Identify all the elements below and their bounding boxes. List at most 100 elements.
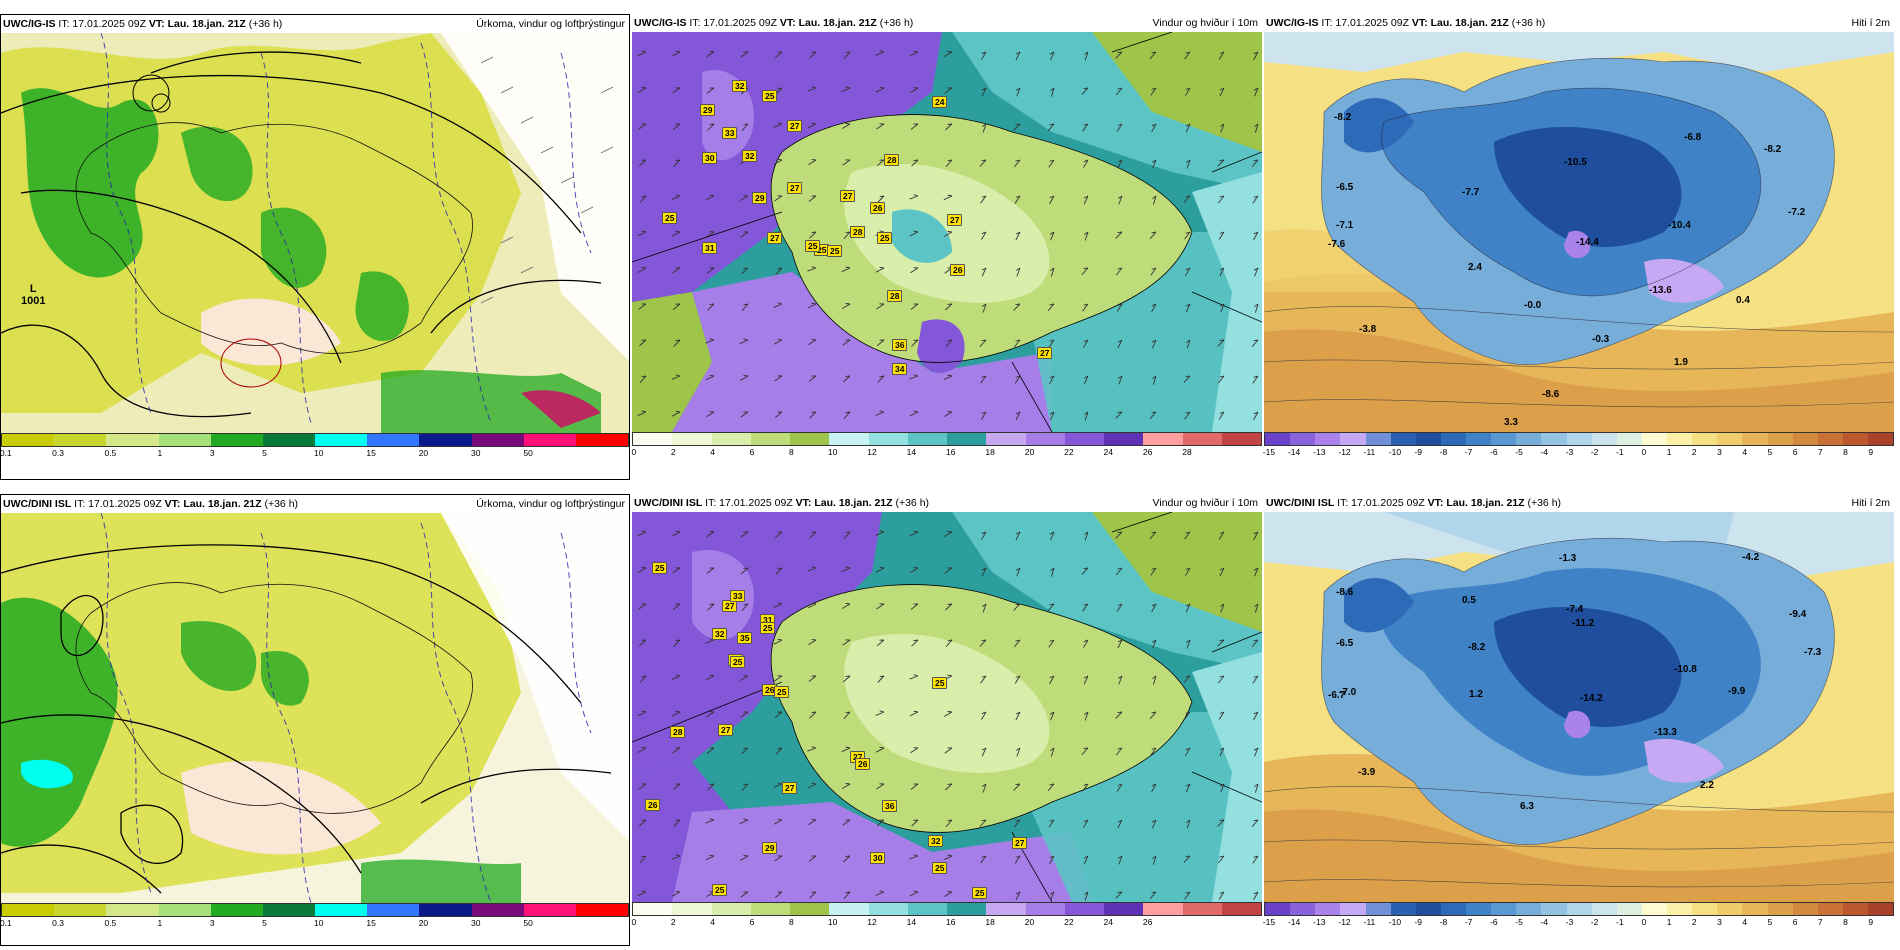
wind-colorbar-swatch	[1221, 433, 1261, 445]
wind-arrow	[1115, 87, 1123, 96]
wind-colorbar-label: 6	[749, 917, 755, 927]
wind-colorbar-label: 2	[670, 917, 676, 927]
wind-arrow	[982, 303, 987, 313]
wind-arrow	[1185, 747, 1191, 756]
temperature-label: -6.7	[1328, 690, 1346, 701]
precip-colorbar-swatch	[575, 904, 629, 916]
temp-colorbar-swatch	[1466, 903, 1492, 915]
wind-colorbar-label: 4	[710, 917, 716, 927]
wind-arrow	[1115, 231, 1123, 239]
wind-colorbar-swatch	[1064, 433, 1104, 445]
wind-arrow	[1015, 87, 1021, 97]
wind-arrow	[638, 639, 647, 647]
wind-arrow	[1013, 123, 1021, 131]
valid-time: VT: Lau. 18.jan. 21Z	[164, 498, 262, 510]
wind-arrow	[638, 783, 647, 790]
panel-header: UWC/IG-IS IT: 17.01.2025 09Z VT: Lau. 18…	[1264, 14, 1894, 32]
wind-colorbar-label: 26	[1142, 447, 1153, 457]
temp-colorbar-swatch	[1692, 433, 1718, 445]
wind-arrow	[809, 711, 817, 719]
wind-arrow	[1219, 567, 1225, 577]
wind-arrow	[705, 338, 715, 344]
panel-title: Úrkoma, vindur og loftþrýstingur	[476, 498, 625, 510]
wind-arrow	[875, 266, 885, 273]
wind-arrow	[876, 603, 885, 610]
wind-colorbar: 0 2 4 6 8 10 12 14 16 18 20 22 24 26	[632, 902, 1262, 928]
precip-map	[1, 513, 629, 903]
wind-arrow	[1081, 267, 1089, 275]
wind-arrow	[1047, 303, 1055, 312]
wind-arrow	[706, 711, 715, 718]
wind-arrow	[1117, 375, 1123, 385]
temp-colorbar-label: -7	[1464, 917, 1473, 927]
wind-arrow	[910, 87, 919, 94]
temp-colorbar-label: -5	[1515, 447, 1523, 457]
wind-speed-label: 26	[855, 758, 871, 770]
wind-arrow	[1151, 303, 1157, 313]
precip-colorbar-swatch	[158, 904, 211, 916]
wind-colorbar-swatch	[868, 433, 908, 445]
wind-speed-label: 26	[950, 264, 966, 276]
wind-arrow	[944, 303, 953, 311]
wind-arrow	[875, 50, 885, 56]
wind-arrow	[1083, 375, 1089, 385]
panel-header: UWC/DINI ISL IT: 17.01.2025 09Z VT: Lau.…	[1, 495, 629, 513]
wind-speed-label: 25	[972, 887, 988, 899]
wind-arrow	[773, 302, 783, 308]
temp-colorbar-swatch	[1265, 903, 1291, 915]
precip-colorbar-swatch	[158, 434, 211, 446]
wind-arrow	[1117, 855, 1123, 865]
wind-arrow	[1049, 711, 1055, 721]
wind-colorbar-label: 0	[631, 447, 637, 457]
model-name: UWC/IG-IS	[3, 18, 56, 30]
issued-time: IT: 17.01.2025 09Z	[705, 497, 793, 509]
wind-arrow	[1150, 567, 1157, 576]
precip-colorbar-label: 0.1	[0, 448, 12, 458]
wind-arrow	[1050, 567, 1055, 577]
wind-colorbar-swatch	[1182, 903, 1222, 915]
precip-colorbar: 0.1 0.3 0.5 1 3 5 10 15 20 30 50	[0, 903, 629, 929]
precip-colorbar-label: 5	[262, 448, 267, 458]
wind-arrow	[774, 411, 783, 419]
temperature-label: -8.2	[1468, 642, 1486, 653]
precip-colorbar-label: 3	[209, 448, 215, 458]
wind-arrow	[1151, 123, 1157, 133]
wind-arrow	[671, 230, 681, 237]
wind-colorbar-swatch	[711, 433, 751, 445]
panel-title: Vindur og hviður í 10m	[1152, 17, 1258, 29]
wind-arrow	[773, 602, 783, 608]
wind-arrow	[706, 231, 715, 238]
precip-colorbar-swatch	[315, 434, 368, 446]
wind-arrow	[1252, 675, 1259, 684]
wind-map: 2527333235312532262525282727252627293632…	[632, 512, 1262, 902]
wind-arrow	[672, 123, 681, 131]
wind-arrow	[1184, 51, 1191, 60]
temp-colorbar-swatch	[1390, 903, 1416, 915]
wind-colorbar-swatch	[1025, 433, 1065, 445]
panel-header: UWC/IG-IS IT: 17.01.2025 09Z VT: Lau. 18…	[632, 14, 1262, 32]
wind-arrow	[1049, 411, 1055, 421]
wind-arrow	[707, 303, 715, 311]
temp-colorbar-swatch	[1641, 433, 1667, 445]
temperature-label: -0.3	[1592, 334, 1610, 345]
wind-arrow	[979, 159, 987, 167]
temperature-label: -7.7	[1462, 187, 1480, 198]
wind-colorbar-swatches	[632, 902, 1262, 916]
wind-arrow	[1083, 195, 1089, 205]
wind-arrow	[671, 194, 681, 200]
temp-colorbar: -15 -14 -13 -12 -11 -10 -9 -8 -7 -6 -5 -4 -3 -2 -1 0 1 2 3…	[1263, 432, 1894, 458]
temp-colorbar-swatch	[1340, 433, 1366, 445]
wind-colorbar-label: 18	[985, 447, 995, 457]
wind-arrow	[1217, 855, 1225, 864]
wind-arrow	[1083, 675, 1089, 685]
wind-arrow	[876, 339, 885, 347]
wind-arrow	[1083, 159, 1089, 168]
wind-arrow	[638, 123, 647, 130]
wind-arrow	[1115, 567, 1123, 576]
wind-colorbar-swatch	[1143, 433, 1183, 445]
temp-colorbar-label: -3	[1565, 447, 1574, 457]
wind-arrow	[773, 338, 783, 345]
temp-colorbar-label: -13	[1313, 917, 1326, 927]
temp-colorbar-label: 8	[1843, 917, 1848, 927]
wind-arrow	[1184, 891, 1191, 900]
